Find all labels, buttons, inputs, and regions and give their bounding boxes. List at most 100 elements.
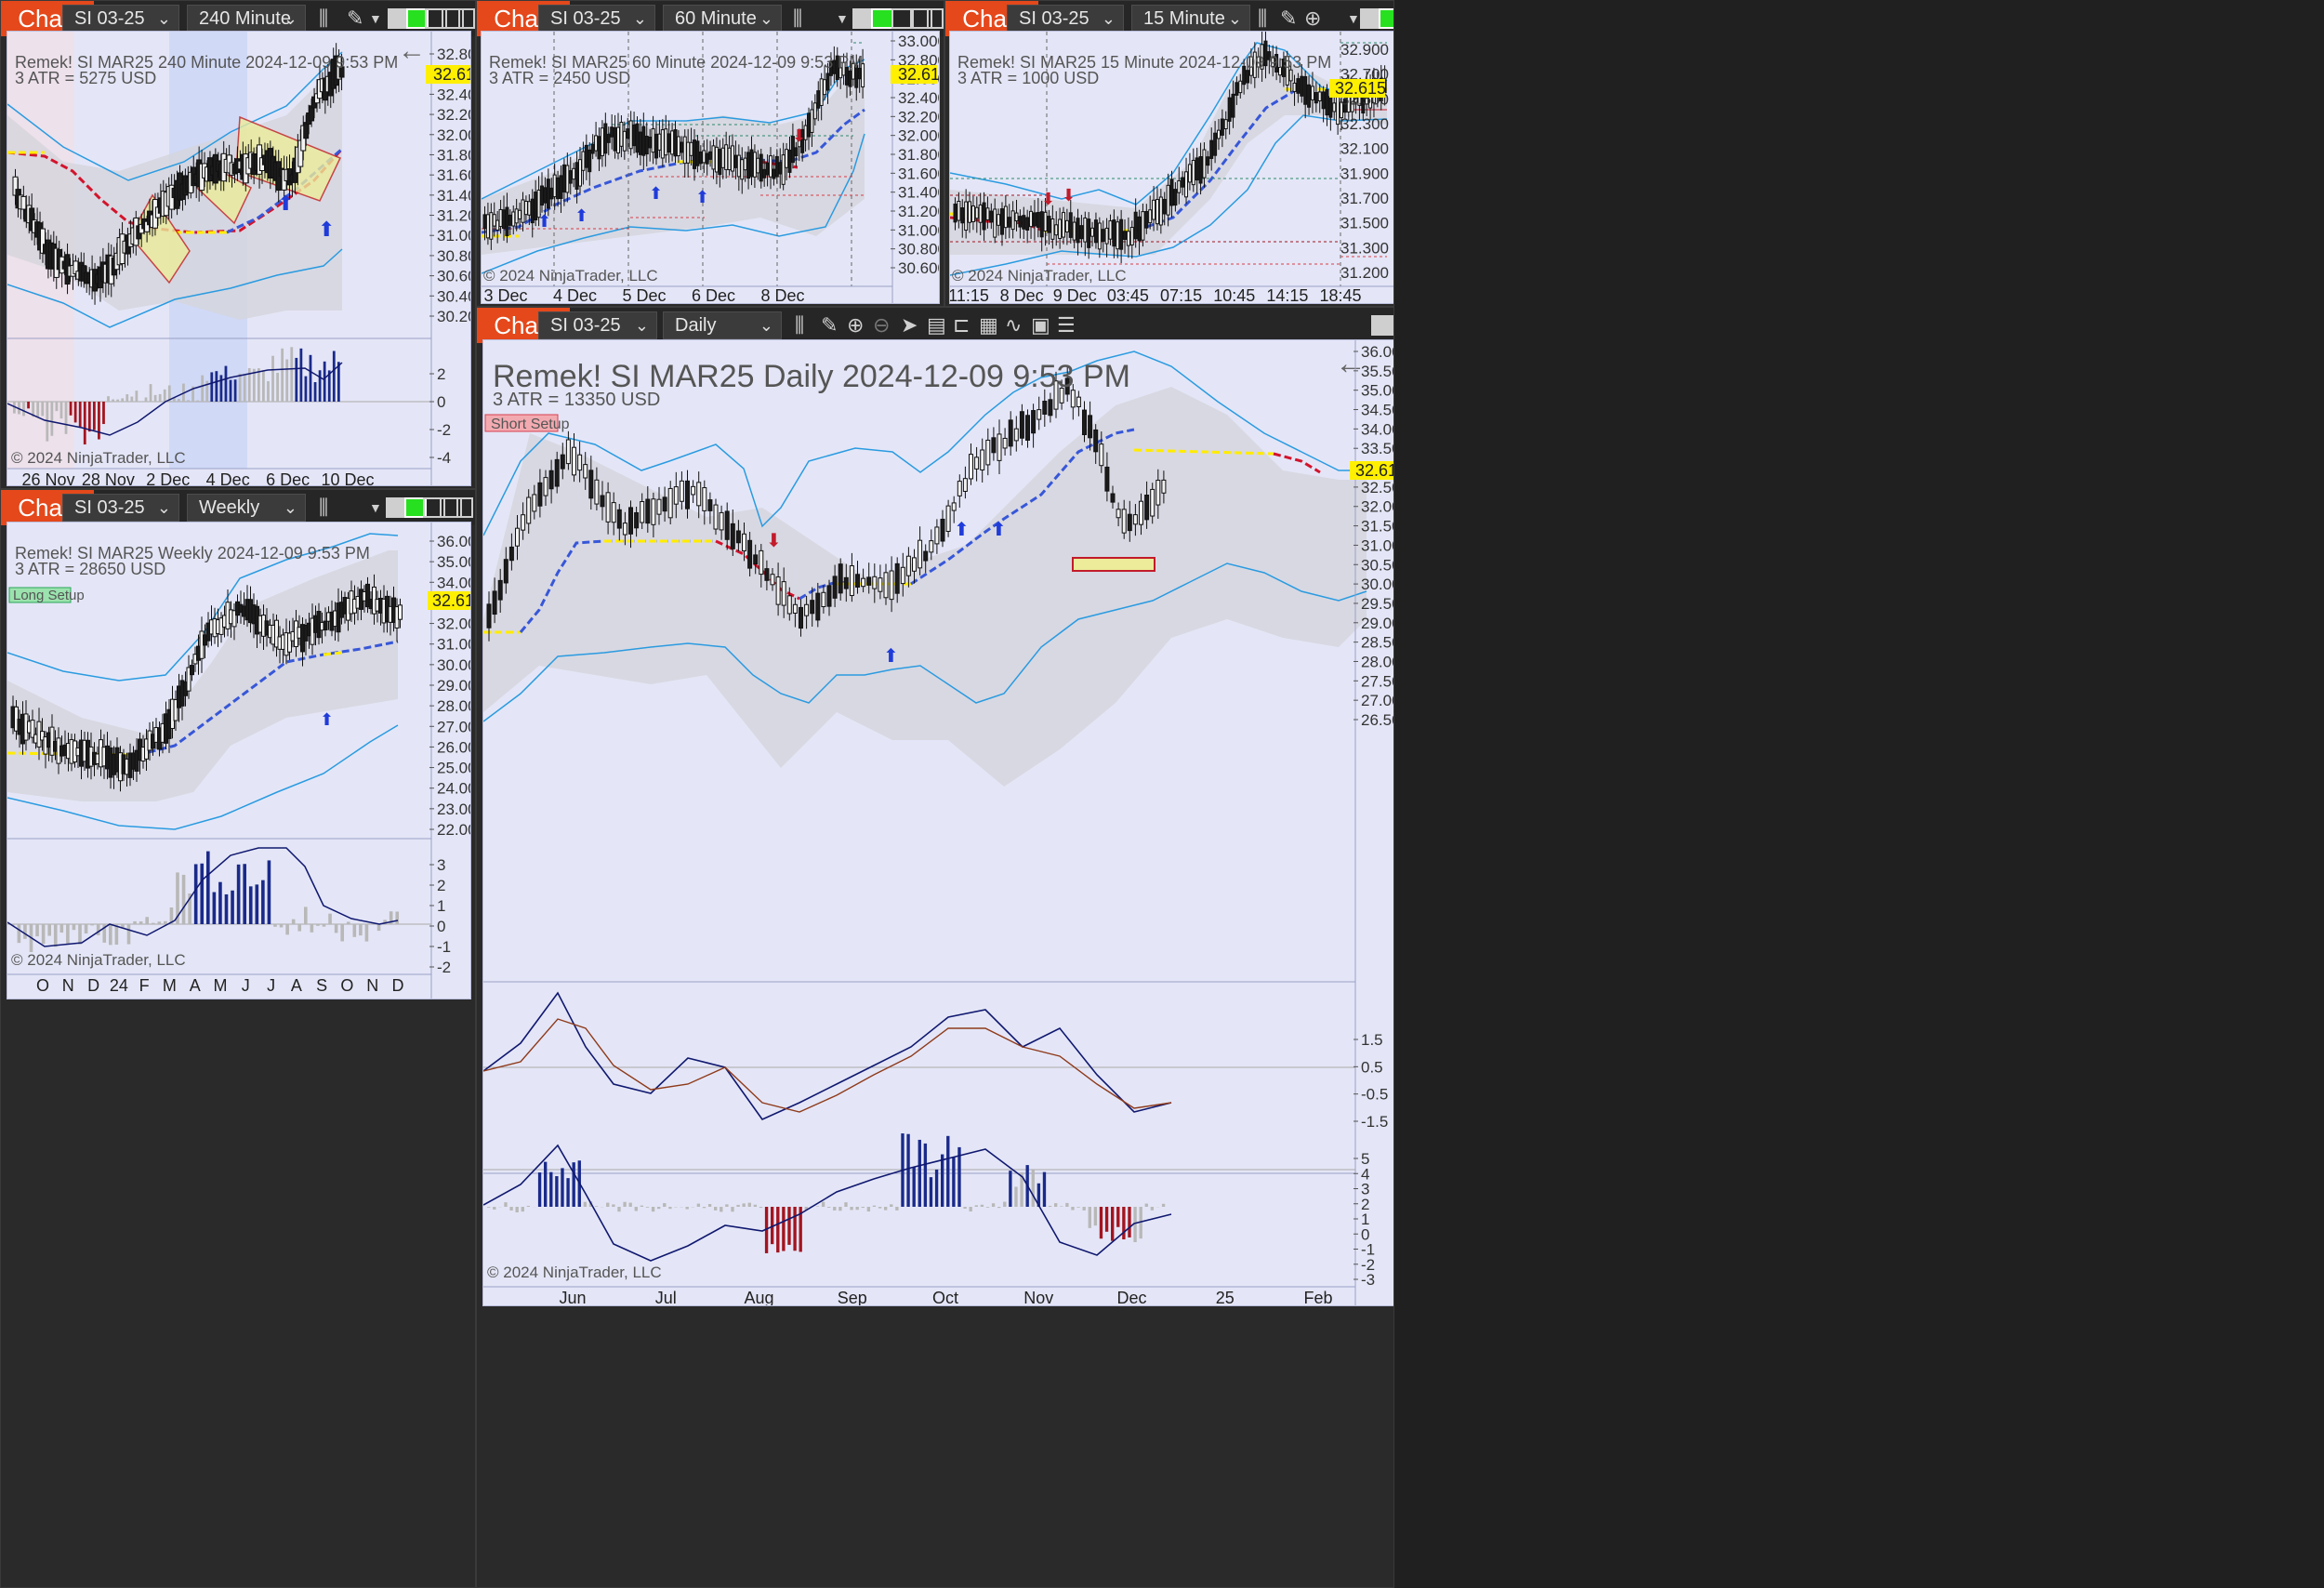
interval-selector[interactable]: Weekly ⌄ [187, 494, 306, 522]
pencil-draw-icon[interactable]: ✎ [821, 313, 838, 337]
pointer-icon[interactable]: ➤ [901, 313, 918, 337]
chevron-down-icon: ⌄ [634, 316, 649, 335]
candle [1148, 209, 1153, 224]
link-green-icon[interactable] [406, 8, 429, 29]
maximize-icon[interactable] [440, 497, 462, 518]
back-arrow-icon[interactable]: ← [1335, 346, 1367, 381]
histogram-bar [178, 399, 180, 402]
zoom-in-icon[interactable]: ⊕ [847, 313, 865, 337]
candle [1216, 129, 1221, 139]
histogram-bar [918, 1139, 921, 1207]
indicators-icon[interactable]: ∿ [1005, 313, 1023, 337]
zoom-out-icon[interactable]: ⊖ [873, 313, 891, 337]
candle [775, 576, 781, 605]
properties-icon[interactable]: ☰ [1057, 313, 1076, 337]
maximize-icon[interactable] [442, 8, 464, 29]
chevron-down-icon: ⌄ [759, 316, 773, 335]
chart-styles-icon[interactable]: ▦ [979, 313, 998, 337]
upper-band [7, 51, 343, 181]
instrument-selector[interactable]: SI 03-25 ⌄ [1007, 5, 1124, 33]
pencil-draw-icon[interactable]: ✎ [347, 7, 364, 30]
minimize-icon[interactable] [425, 8, 447, 29]
axis-label: 31.600 [898, 165, 940, 182]
x-axis: 26 Nov 28 Nov 2 Dec 4 Dec 6 Dec 10 Dec [21, 470, 374, 485]
candle [1036, 212, 1040, 228]
histogram-bar [224, 893, 229, 924]
close-icon[interactable] [456, 497, 473, 518]
price-tag-label: 32.615 [1355, 461, 1394, 480]
candle [543, 477, 548, 496]
chart-plot-area[interactable]: ⬇ ⬆ ⬆ ⬆ ← Remek! SI MAR25 Daily 2024-12-… [482, 339, 1394, 1306]
link-gray-icon[interactable] [1371, 315, 1393, 336]
link-green-icon[interactable] [404, 497, 427, 518]
histogram-bar [850, 1207, 853, 1211]
candle [616, 126, 620, 153]
maximize-icon[interactable] [910, 8, 932, 29]
histogram-bar [668, 1207, 672, 1210]
histogram-bar [872, 1205, 877, 1207]
axis-label: O [36, 976, 49, 995]
candle [1108, 220, 1113, 240]
dropdown-arrow-icon[interactable]: ▼ [1347, 11, 1360, 26]
chart-plot-area[interactable]: ⬆ ⬆ ⬆ ⬆ ⬇ Remek! SI MAR25 60 Minute 2024… [481, 31, 940, 304]
close-icon[interactable] [458, 8, 475, 29]
instrument-selector[interactable]: SI 03-25 ⌄ [62, 5, 179, 33]
long-setup-badge [8, 587, 72, 603]
data-box-icon[interactable]: ▤ [927, 313, 946, 337]
dropdown-arrow-icon[interactable]: ▼ [369, 500, 382, 515]
candle [1162, 198, 1167, 215]
interval-selector[interactable]: 60 Minute ⌄ [663, 5, 782, 33]
close-icon[interactable] [927, 8, 944, 29]
histogram-bar [594, 1206, 599, 1207]
bar-style-icon[interactable]: ⫼ [1258, 7, 1268, 30]
chart-plot-area[interactable]: ⬆ Remek! SI MAR25 Weekly 2024-12-09 9:53… [7, 522, 471, 999]
candle [616, 509, 622, 529]
bar-style-icon[interactable]: ⫼ [319, 496, 329, 519]
trend-line-red [1273, 452, 1321, 474]
instrument-selector[interactable]: SI 03-25 ⌄ [538, 5, 655, 33]
instrument-selector[interactable]: SI 03-25 ⌄ [62, 494, 179, 522]
histogram-bar [702, 1207, 706, 1209]
interval-selector[interactable]: 240 Minute ⌄ [187, 5, 306, 33]
chart-header: Remek! SI MAR25 Weekly 2024-12-09 9:53 P… [15, 544, 370, 562]
link-green-icon[interactable] [1379, 8, 1393, 29]
dropdown-arrow-icon[interactable]: ▼ [369, 11, 382, 26]
band-fill [483, 387, 1367, 787]
candle [554, 458, 560, 487]
histogram-bar [23, 924, 27, 939]
oscillator-histogram [11, 851, 400, 952]
bar-style-icon[interactable]: ⫼ [795, 313, 805, 337]
zoom-in-icon[interactable]: ⊕ [1304, 7, 1322, 30]
chart-plot-area[interactable]: ⬇ ⬇ Remek! SI MAR25 15 Minute 2024-12-09… [949, 31, 1393, 304]
bars-back-icon[interactable]: ⊏ [953, 313, 971, 337]
axis-label: 33.000 [898, 33, 940, 50]
axis-label: 31.000 [898, 221, 940, 239]
histogram-bar [1139, 1207, 1142, 1239]
link-green-icon[interactable] [871, 8, 893, 29]
candle [823, 79, 827, 96]
candle [1342, 98, 1347, 113]
minimize-icon[interactable] [891, 8, 914, 29]
bar-style-icon[interactable]: ⫼ [793, 7, 803, 30]
histogram-bar [383, 920, 387, 924]
minimize-icon[interactable] [423, 497, 445, 518]
chart-plot-area[interactable]: ⬆ ⬆ ← Remek! SI MAR25 240 Minute 2024-12… [7, 31, 471, 486]
back-arrow-icon[interactable]: ← [398, 35, 426, 66]
candle [962, 478, 968, 492]
candle [1083, 217, 1088, 243]
dropdown-arrow-icon[interactable]: ▼ [836, 11, 849, 26]
histogram-bar [1020, 1171, 1023, 1207]
up-arrow-icon: ⬆ [277, 192, 294, 215]
axis-label: 32.000 [898, 127, 940, 145]
candle [1079, 225, 1084, 240]
strategies-icon[interactable]: ▣ [1031, 313, 1050, 337]
candle [971, 205, 975, 222]
interval-selector[interactable]: 15 Minute ⌄ [1131, 5, 1250, 33]
interval-selector[interactable]: Daily ⌄ [663, 311, 782, 339]
instrument-selector[interactable]: SI 03-25 ⌄ [538, 311, 657, 339]
axis-label: 29.500 [1361, 595, 1394, 613]
pencil-draw-icon[interactable]: ✎ [1280, 7, 1298, 30]
histogram-bar [504, 1202, 508, 1207]
histogram-bar [78, 402, 82, 428]
bar-style-icon[interactable]: ⫼ [319, 7, 329, 30]
